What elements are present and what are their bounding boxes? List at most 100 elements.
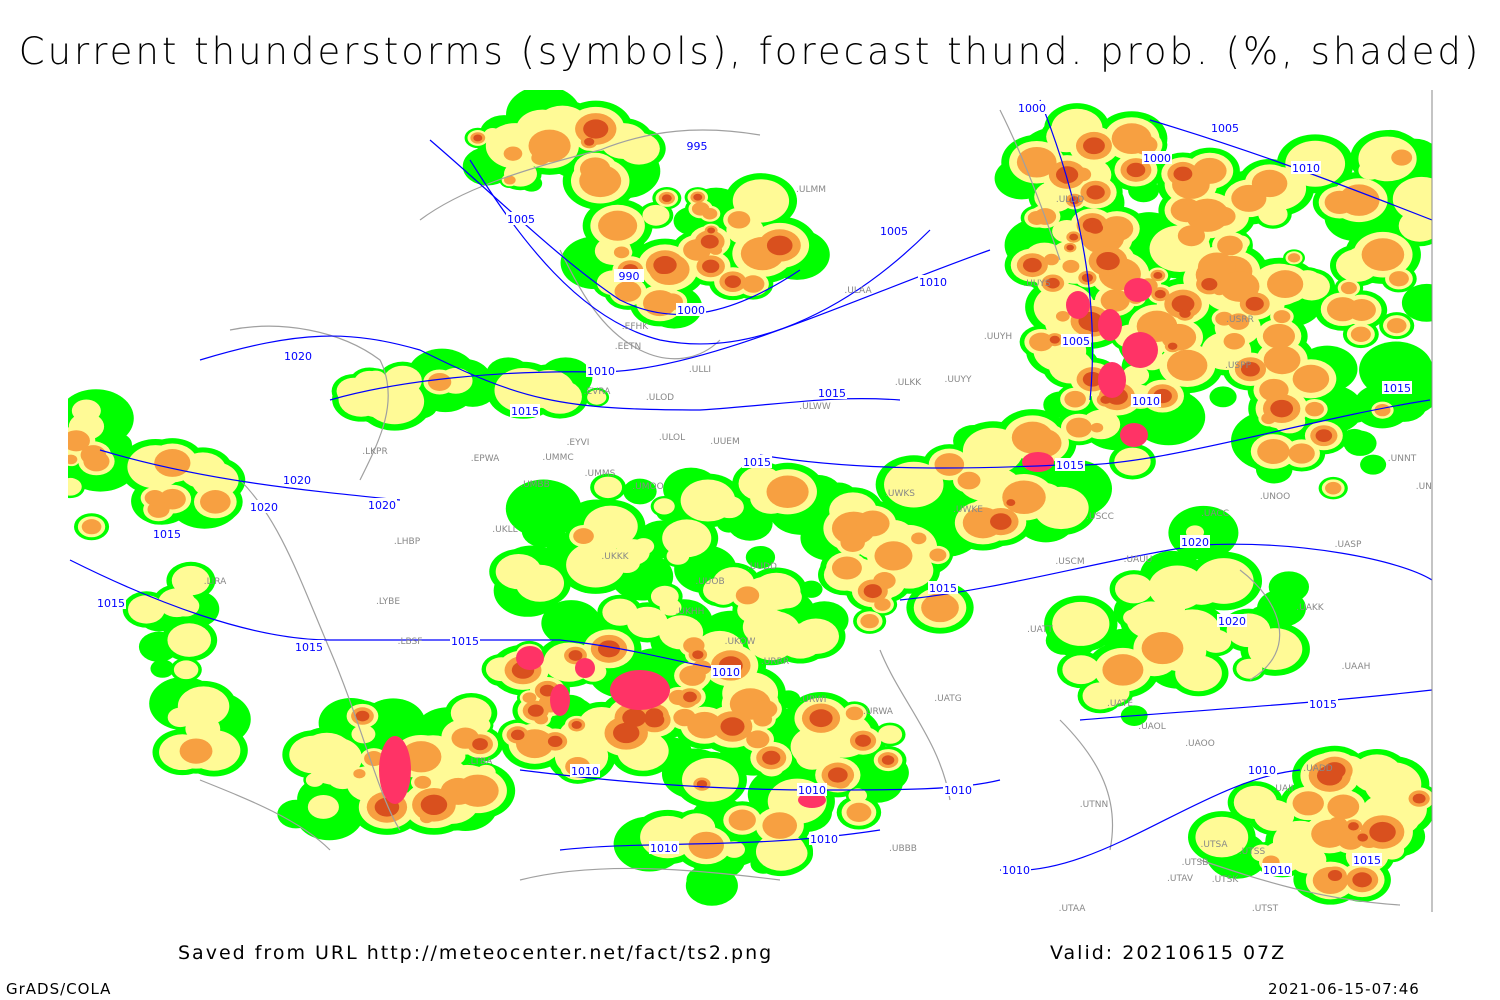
- probability-blob: [200, 490, 231, 514]
- probability-blob: [1062, 655, 1100, 685]
- probability-blob: [668, 689, 689, 706]
- probability-blob: [840, 533, 865, 553]
- probability-blob: [614, 281, 642, 302]
- probability-blob: [102, 433, 133, 456]
- station-label: .UWKS: [885, 489, 915, 499]
- probability-blob: [1062, 259, 1080, 273]
- probability-blob: [469, 717, 491, 734]
- isobar-label-bg: [283, 349, 313, 362]
- station-label: .UNBB: [1416, 482, 1445, 492]
- isobar-label: 1020: [284, 350, 312, 363]
- probability-blob: [728, 809, 756, 831]
- isobar-label-bg: [1055, 458, 1085, 471]
- probability-blob: [1352, 872, 1372, 888]
- station-label: .LKPR: [362, 447, 387, 457]
- probability-blob: [1386, 318, 1407, 334]
- isobar-label: 1015: [1309, 698, 1337, 711]
- probability-blob: [1100, 216, 1134, 242]
- probability-blob: [662, 519, 712, 558]
- probability-blob: [1369, 821, 1396, 843]
- station-label: .UMOO: [632, 482, 663, 492]
- probability-blob: [1223, 332, 1246, 350]
- isobar-label-bg: [294, 640, 324, 653]
- probability-blob: [547, 735, 563, 748]
- probability-blob: [1360, 454, 1387, 475]
- probability-blob: [181, 573, 205, 592]
- probability-blob: [735, 586, 760, 605]
- station-labels: .EFHK .EETN .EVRA .ULOD .ULOL .ULAA .UUYY .ULKK…: [204, 185, 1445, 914]
- isobar-label: 1010: [712, 666, 740, 679]
- station-label: .UAOL: [1138, 722, 1166, 732]
- probability-blob: [598, 210, 638, 241]
- probability-blob: [1240, 361, 1260, 377]
- station-label: .UNNT: [1388, 454, 1417, 464]
- isobar-label-bg: [1382, 381, 1412, 394]
- isobar-label-bg: [1210, 121, 1240, 134]
- station-label: .UTAA: [1059, 904, 1087, 914]
- thunderstorm-symbol-cluster: [1066, 291, 1090, 319]
- station-label: .UTST: [1252, 904, 1279, 914]
- probability-blob: [622, 708, 647, 727]
- probability-blob: [1261, 412, 1277, 425]
- probability-blob: [528, 129, 571, 163]
- isobar-label-bg: [570, 764, 600, 777]
- probability-blob: [687, 711, 722, 739]
- isobar-label-bg: [682, 139, 712, 152]
- probability-blob: [827, 767, 848, 783]
- probability-blob: [150, 659, 175, 678]
- probability-blob: [1268, 571, 1310, 603]
- isobar-label: 1010: [919, 276, 947, 289]
- probability-blob: [68, 477, 82, 496]
- probability-blob: [1027, 210, 1046, 225]
- probability-blob: [909, 570, 926, 584]
- coastline: [419, 129, 761, 221]
- probability-blob: [701, 503, 719, 516]
- station-label: .UAUU: [1124, 555, 1153, 565]
- isobar-label-bg: [1308, 697, 1338, 710]
- station-label: .UATT: [1027, 625, 1053, 635]
- probability-blob: [1219, 271, 1260, 302]
- thunderstorm-symbol-cluster: [1124, 278, 1152, 302]
- isobar-label-bg: [676, 303, 706, 316]
- probability-blob: [587, 389, 607, 405]
- thunderstorm-symbol-cluster: [1098, 309, 1122, 341]
- probability-blob: [616, 539, 650, 566]
- probability-blob: [683, 691, 697, 703]
- isobar-line: [99, 449, 401, 501]
- station-label: .UTSA: [1201, 840, 1229, 850]
- isobar-line: [469, 159, 931, 345]
- station-label: .URWA: [863, 707, 894, 717]
- probability-blob: [1287, 253, 1301, 263]
- probability-blob: [503, 146, 523, 161]
- probability-blob: [616, 724, 625, 732]
- probability-blob: [653, 498, 675, 515]
- probability-blob: [307, 794, 339, 819]
- isobar-label: 1020: [283, 474, 311, 487]
- probability-blob: [962, 507, 1004, 539]
- isobar-label-bg: [249, 500, 279, 513]
- probability-blob: [456, 774, 499, 807]
- coastline: [559, 249, 721, 360]
- coastline: [239, 479, 401, 831]
- station-label: .UTSK: [1212, 875, 1240, 885]
- probability-blob: [355, 710, 370, 722]
- probability-blob: [1046, 277, 1060, 289]
- isobar-label-bg: [1061, 334, 1091, 347]
- probability-blob: [700, 234, 719, 249]
- probability-blob: [762, 750, 781, 765]
- probability-blob: [1006, 499, 1016, 507]
- isobar-label-bg: [809, 832, 839, 845]
- probability-blob: [1066, 244, 1074, 251]
- thunderstorm-symbol-cluster: [1122, 332, 1158, 368]
- station-label: .UKOW: [725, 637, 756, 647]
- probability-blob: [1288, 443, 1315, 464]
- isobar-label-bg: [1291, 161, 1321, 174]
- probability-blob: [1392, 176, 1432, 222]
- isobar-line: [199, 335, 901, 411]
- isobar-label-bg: [879, 224, 909, 237]
- probability-blob: [1102, 654, 1144, 686]
- station-label: .UADD: [1303, 764, 1333, 774]
- probability-blob: [594, 476, 623, 499]
- isobar-label-bg: [649, 841, 679, 854]
